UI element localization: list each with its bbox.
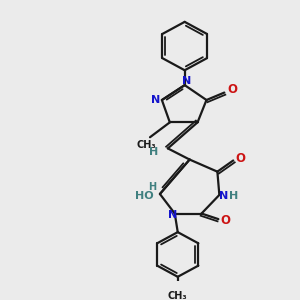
Text: N: N bbox=[151, 95, 160, 105]
Text: H: H bbox=[149, 147, 159, 157]
Text: HO: HO bbox=[135, 191, 153, 201]
Text: CH₃: CH₃ bbox=[168, 291, 188, 300]
Text: N: N bbox=[168, 210, 177, 220]
Text: N: N bbox=[182, 76, 191, 86]
Text: N: N bbox=[219, 191, 228, 201]
Text: H: H bbox=[148, 182, 156, 191]
Text: O: O bbox=[235, 152, 245, 165]
Text: CH₃: CH₃ bbox=[136, 140, 156, 150]
Text: O: O bbox=[227, 83, 237, 96]
Text: H: H bbox=[229, 191, 238, 201]
Text: O: O bbox=[220, 214, 230, 226]
